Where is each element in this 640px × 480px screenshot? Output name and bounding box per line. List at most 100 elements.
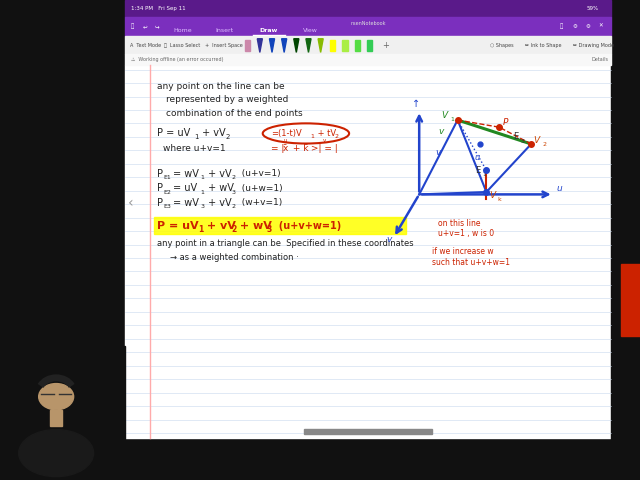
Text: + tV: + tV <box>315 129 336 138</box>
Text: (u+v=1): (u+v=1) <box>236 169 281 178</box>
Text: → as a weighted combination ·: → as a weighted combination · <box>170 253 298 262</box>
Text: on this line: on this line <box>438 218 481 228</box>
Text: u+v=1 , w is 0: u+v=1 , w is 0 <box>438 229 495 238</box>
Bar <box>125 54 611 65</box>
Text: E2: E2 <box>164 190 172 194</box>
Text: P = uV: P = uV <box>157 129 190 138</box>
Circle shape <box>38 384 74 410</box>
Text: P: P <box>157 183 163 193</box>
Text: 1:34 PM   Fri Sep 11: 1:34 PM Fri Sep 11 <box>131 6 186 11</box>
Text: = |: = | <box>271 144 284 153</box>
Polygon shape <box>306 39 311 52</box>
Text: ✏ Drawing Mode: ✏ Drawing Mode <box>573 43 614 48</box>
Text: 1: 1 <box>200 175 204 180</box>
Text: any point on the line can be: any point on the line can be <box>157 82 284 91</box>
Text: 3: 3 <box>200 204 204 209</box>
Text: such that u+v+w=1: such that u+v+w=1 <box>432 258 510 267</box>
Text: 2: 2 <box>226 134 230 140</box>
Text: E3: E3 <box>164 204 172 209</box>
Bar <box>125 36 611 54</box>
Text: v: v <box>438 127 444 136</box>
Text: A  Text Mode: A Text Mode <box>130 43 161 48</box>
Bar <box>611 0 640 480</box>
Text: Insert: Insert <box>215 28 233 33</box>
Text: View: View <box>303 28 318 33</box>
Text: = uV: = uV <box>173 183 198 193</box>
Text: V: V <box>442 110 448 120</box>
Text: ⟡  Lasso Select: ⟡ Lasso Select <box>164 43 201 48</box>
Text: + vV: + vV <box>205 169 232 179</box>
Text: ⚠  Working offline (an error occurred): ⚠ Working offline (an error occurred) <box>131 57 224 62</box>
Bar <box>125 0 611 17</box>
Bar <box>50 410 63 426</box>
Text: + k̄: + k̄ <box>290 144 308 153</box>
Text: + vV: + vV <box>205 198 232 207</box>
Text: 1: 1 <box>450 118 454 122</box>
Text: 1: 1 <box>483 172 486 177</box>
Bar <box>304 429 432 434</box>
Text: 1: 1 <box>194 134 198 140</box>
Ellipse shape <box>19 430 93 477</box>
Text: +: + <box>382 41 389 49</box>
Text: (u+w=1): (u+w=1) <box>236 184 283 192</box>
Text: ↪: ↪ <box>154 24 159 29</box>
Bar <box>245 40 250 50</box>
Bar <box>367 40 372 50</box>
Text: P: P <box>157 198 163 207</box>
Text: ✕: ✕ <box>598 24 603 29</box>
Text: 1: 1 <box>198 226 203 234</box>
Text: nsenNotebook: nsenNotebook <box>350 21 386 26</box>
Bar <box>330 40 335 50</box>
Text: ↩: ↩ <box>143 24 147 29</box>
Text: represented by a weighted: represented by a weighted <box>166 96 289 104</box>
Text: P = uV: P = uV <box>157 221 198 230</box>
Bar <box>355 40 360 50</box>
Text: ‹: ‹ <box>128 196 134 210</box>
Polygon shape <box>257 39 262 52</box>
Text: V: V <box>534 136 540 145</box>
Text: =(1-t)V: =(1-t)V <box>271 129 301 138</box>
Text: P: P <box>157 169 163 179</box>
Text: ↑: ↑ <box>412 99 420 109</box>
Text: P: P <box>503 118 508 127</box>
Text: 🔔: 🔔 <box>560 24 563 29</box>
Text: E1: E1 <box>164 175 172 180</box>
Text: 3: 3 <box>267 226 272 234</box>
Text: u: u <box>557 183 563 192</box>
Polygon shape <box>294 39 299 52</box>
Text: 2: 2 <box>232 226 237 234</box>
Text: 3: 3 <box>521 139 525 144</box>
Polygon shape <box>318 39 323 52</box>
Text: 3: 3 <box>231 190 235 194</box>
Text: (w+v=1): (w+v=1) <box>236 198 282 207</box>
Text: (u+v+w=1): (u+v+w=1) <box>272 221 341 230</box>
Text: +  Insert Space: + Insert Space <box>205 43 243 48</box>
Text: x̄: x̄ <box>282 144 287 153</box>
Text: combination of the end points: combination of the end points <box>166 109 303 118</box>
Text: 2: 2 <box>542 143 546 147</box>
Bar <box>342 40 348 50</box>
Text: E: E <box>475 166 480 175</box>
Text: 2: 2 <box>231 204 235 209</box>
Text: v: v <box>323 138 326 143</box>
Text: Draw: Draw <box>260 28 278 33</box>
Text: 🔍: 🔍 <box>131 24 134 29</box>
Text: E: E <box>513 132 518 141</box>
Text: + vV: + vV <box>199 129 226 138</box>
Text: u: u <box>284 138 287 143</box>
Text: 2: 2 <box>335 134 339 139</box>
Text: Home: Home <box>173 28 192 33</box>
Bar <box>154 217 406 234</box>
Text: v: v <box>435 148 440 157</box>
Text: u: u <box>475 153 480 162</box>
Bar <box>621 264 640 336</box>
Text: v: v <box>386 235 391 244</box>
Bar <box>0 346 125 480</box>
Text: any point in a triangle can be  Specified in these coordinates: any point in a triangle can be Specified… <box>157 240 413 248</box>
Text: = wV: = wV <box>173 198 199 207</box>
Text: + wV: + wV <box>236 221 272 230</box>
Text: >| = |: >| = | <box>308 144 337 153</box>
Polygon shape <box>282 39 287 52</box>
Text: 1: 1 <box>310 134 314 139</box>
Text: 2: 2 <box>231 175 235 180</box>
